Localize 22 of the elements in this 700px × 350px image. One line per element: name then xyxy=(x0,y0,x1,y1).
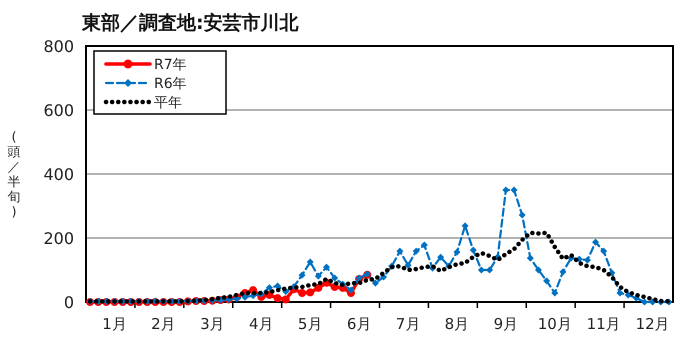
x-tick-label: 1月 xyxy=(102,315,127,333)
y-tick-label: 600 xyxy=(43,101,74,120)
y-tick-label: 400 xyxy=(43,165,74,184)
legend-label: R6年 xyxy=(154,76,187,92)
x-tick-label: 9月 xyxy=(494,315,518,333)
y-tick-label: 0 xyxy=(64,293,74,312)
x-tick-label: 10月 xyxy=(538,315,572,333)
y-tick-label: 200 xyxy=(43,229,74,248)
chart-title: 東部／調査地:安芸市川北 xyxy=(81,12,300,34)
x-tick-label: 6月 xyxy=(346,315,372,333)
x-tick-label: 12月 xyxy=(636,315,670,333)
x-tick-label: 7月 xyxy=(396,315,420,333)
y-tick-label: 800 xyxy=(43,37,74,56)
x-tick-label: 2月 xyxy=(151,315,176,333)
legend-label: 平年 xyxy=(154,95,182,111)
legend-label: R7年 xyxy=(154,57,187,73)
x-tick-label: 3月 xyxy=(200,315,225,333)
x-tick-label: 11月 xyxy=(586,315,621,333)
x-tick-label: 5月 xyxy=(298,315,322,333)
y-axis-title: (頭／半旬) xyxy=(8,130,20,220)
x-tick-label: 4月 xyxy=(249,315,274,333)
x-tick-label: 8月 xyxy=(444,315,470,333)
